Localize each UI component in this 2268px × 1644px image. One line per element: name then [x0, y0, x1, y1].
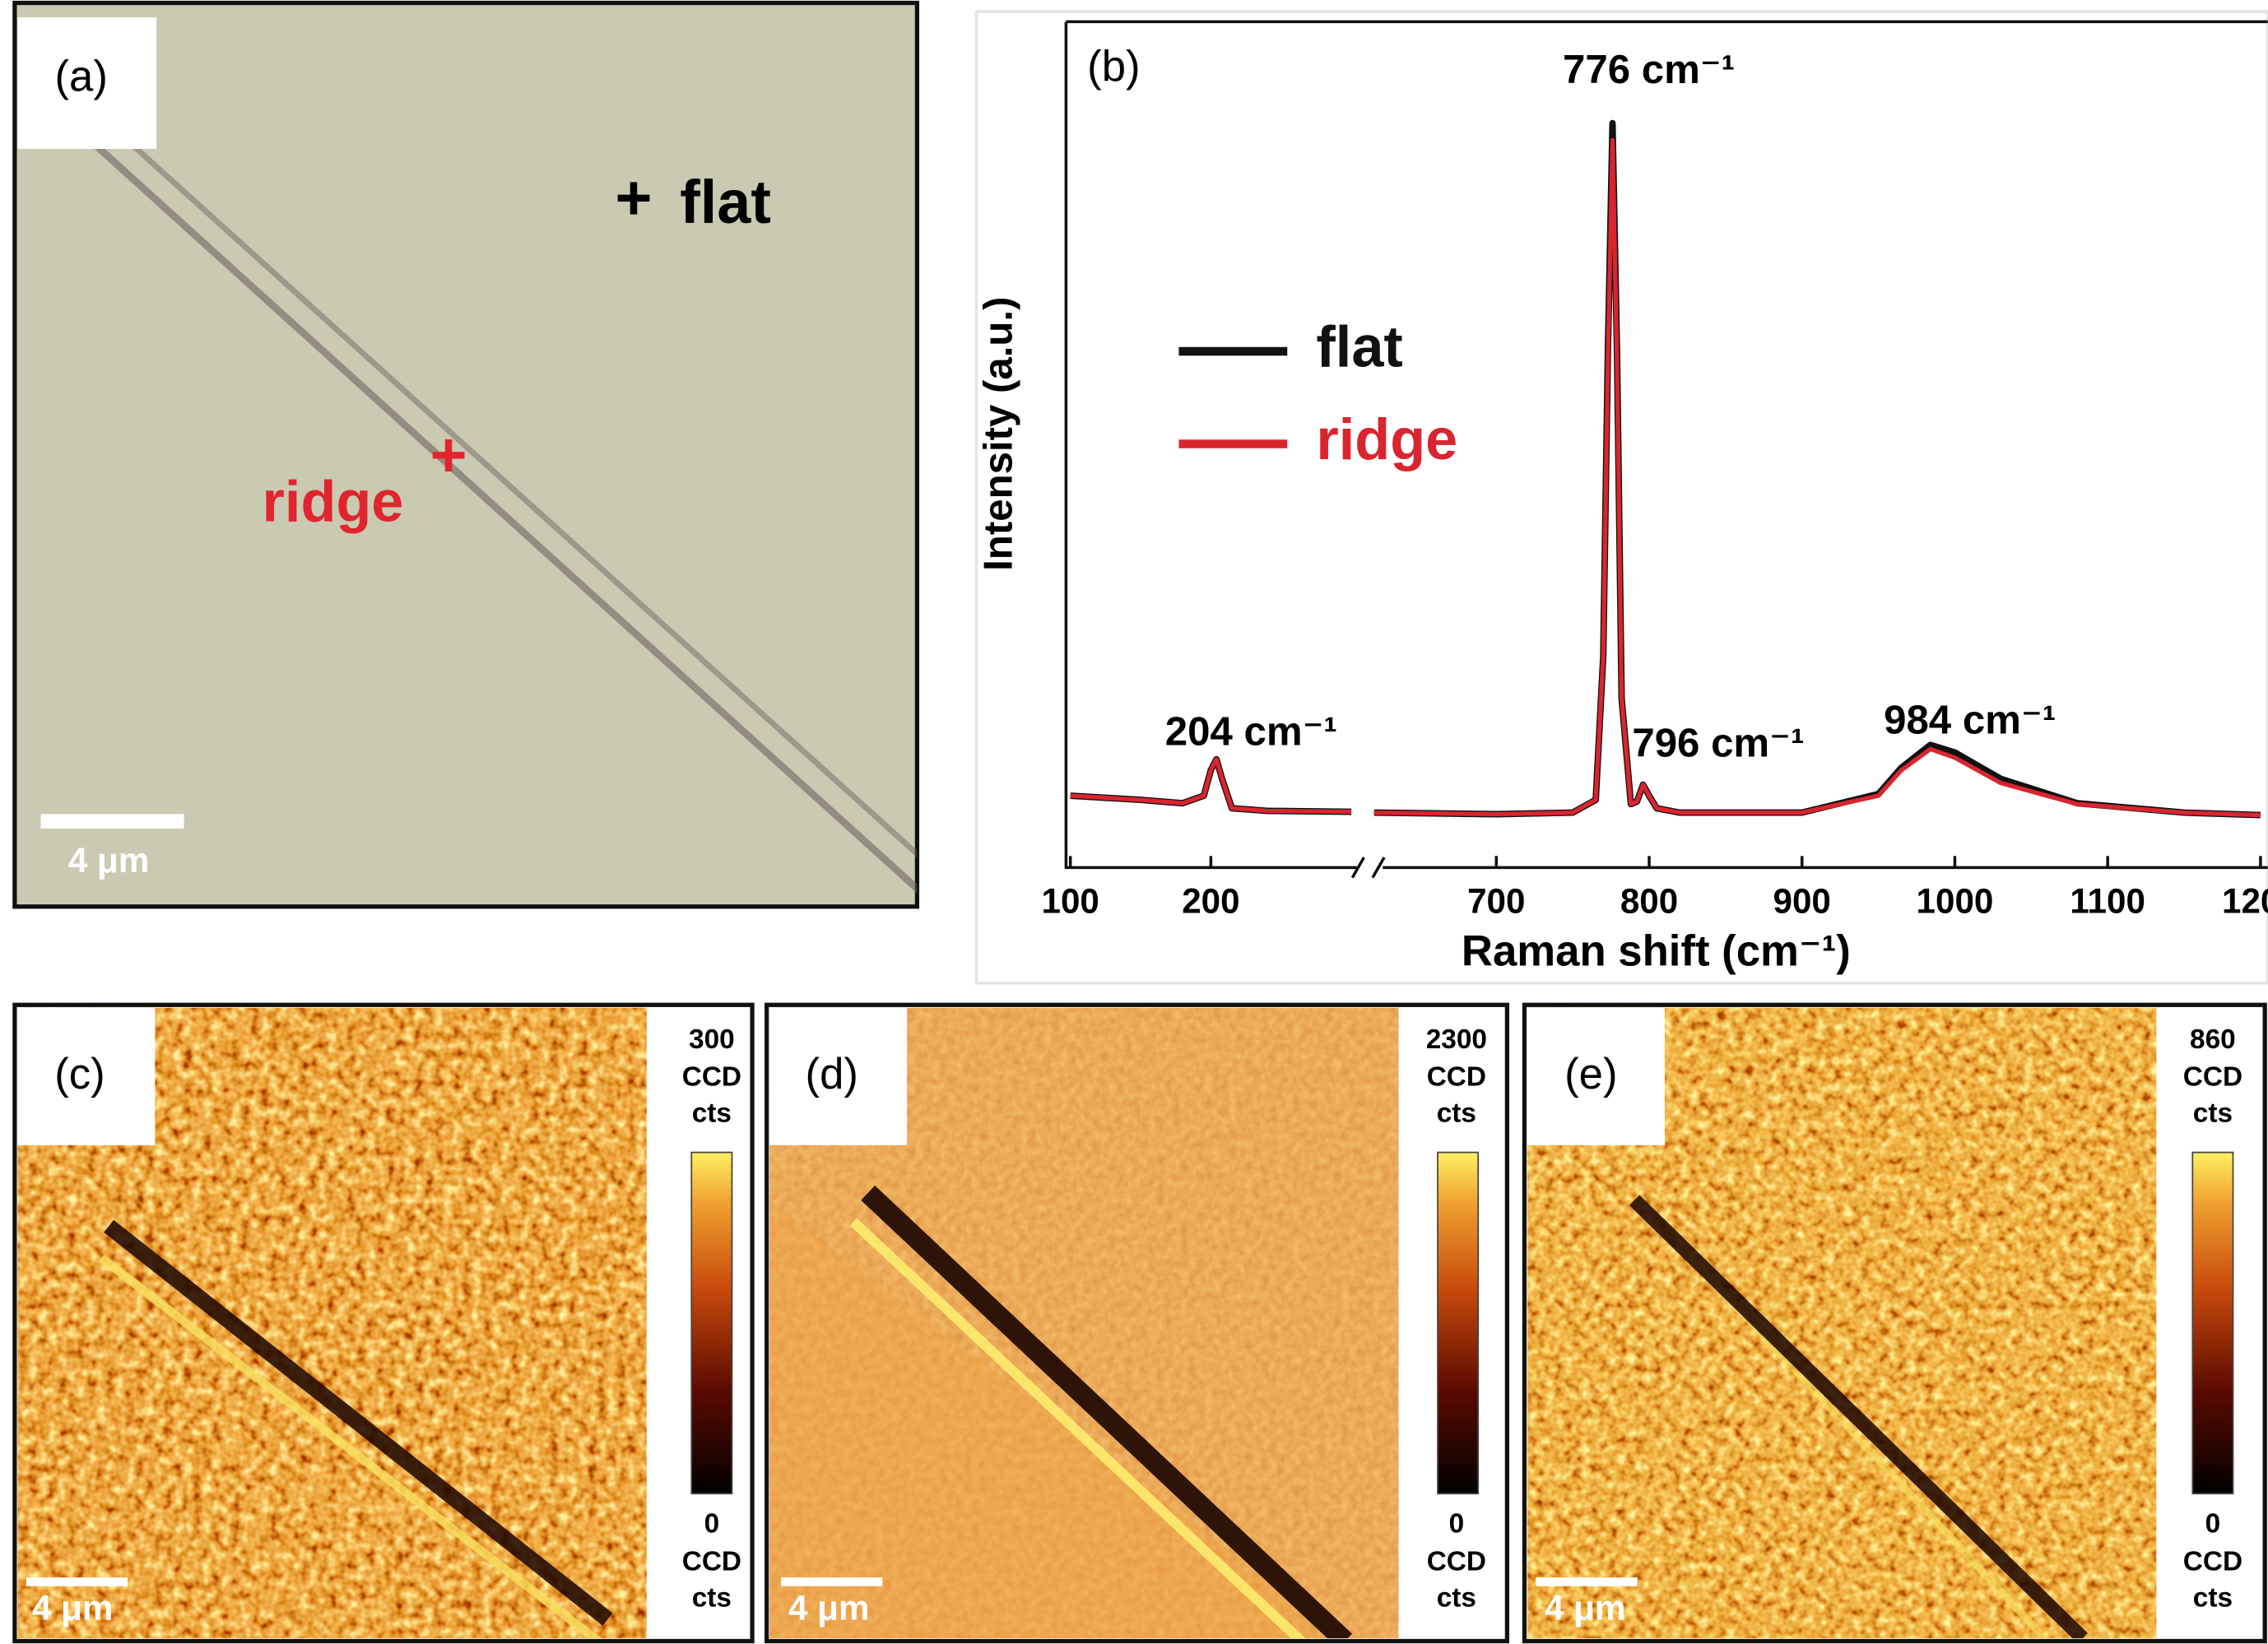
x-tick-label: 1100: [2070, 881, 2145, 920]
colorbar-unit: cts: [1437, 1582, 1476, 1613]
colorbar-unit: cts: [1437, 1098, 1476, 1129]
colorbar: [1437, 1151, 1480, 1495]
label-box: [17, 1007, 156, 1145]
scale-label: 4 μm: [68, 841, 149, 880]
colorbar-min: 0: [2205, 1509, 2221, 1540]
x-axis-title: Raman shift (cm⁻¹): [1462, 927, 1851, 976]
colorbar-unit: CCD: [682, 1062, 741, 1093]
ridge-edge: [84, 134, 918, 894]
panel-label: (a): [55, 53, 108, 101]
bright-edge: [849, 1218, 1306, 1638]
panel-label: (d): [806, 1050, 858, 1098]
colorbar-unit: CCD: [2183, 1546, 2242, 1577]
dark-edge: [861, 1185, 1352, 1638]
panel-label: (e): [1564, 1050, 1617, 1098]
label-box: [769, 1007, 908, 1145]
colorbar-max: 300: [689, 1024, 735, 1055]
x-tick-label: 100: [1042, 881, 1099, 920]
x-tick-label: 200: [1182, 881, 1239, 920]
colorbar: [2191, 1151, 2234, 1495]
x-tick-label: 1200: [2222, 881, 2268, 920]
colorbar-unit: cts: [692, 1098, 732, 1129]
label-box: [17, 17, 157, 149]
peak-annotation: 984 cm⁻¹: [1884, 698, 2056, 743]
y-axis-title: Intensity (a.u.): [975, 296, 1020, 570]
scale-bar: [781, 1577, 883, 1586]
scale-label: 4 μm: [32, 1589, 113, 1628]
panel-label: (b): [1087, 42, 1140, 91]
label-box: [1527, 1007, 1665, 1145]
panel-d: (d) 2300 CCD cts 0 CCD cts 4 μm: [765, 1002, 1510, 1644]
x-tick-label: 800: [1620, 881, 1678, 920]
scale-bar: [26, 1577, 128, 1586]
colorbar-max: 860: [2190, 1024, 2236, 1055]
panel-c: (c) 300 CCD cts 0 CCD cts 4 μm: [12, 1002, 755, 1644]
colorbar-unit: cts: [2193, 1098, 2233, 1129]
flat-marker: +: [615, 162, 652, 233]
x-tick-label: 700: [1467, 881, 1525, 920]
scale-label: 4 μm: [1545, 1589, 1625, 1628]
x-tick-label: 900: [1773, 881, 1831, 920]
axis-break: [1350, 857, 1386, 879]
colorbar-max: 2300: [1426, 1024, 1487, 1055]
colorbar-unit: CCD: [682, 1546, 741, 1577]
ridge-label: ridge: [263, 469, 404, 534]
colorbar: [690, 1151, 733, 1495]
panel-b: (b) Raman shift (cm⁻¹) Intensity (a.u.) …: [974, 10, 2268, 985]
colorbar-unit: CCD: [1427, 1546, 1486, 1577]
panel-a: (a) + flat + ridge 4 μm: [12, 0, 920, 909]
flat-label: flat: [680, 168, 771, 236]
legend-label: flat: [1316, 314, 1402, 379]
peak-annotation: 204 cm⁻¹: [1165, 709, 1337, 755]
panel-label: (c): [54, 1050, 105, 1098]
panel-e: (e) 860 CCD cts 0 CCD cts 4 μm: [1522, 1002, 2267, 1644]
scale-label: 4 μm: [788, 1589, 869, 1628]
ridge-lines: [84, 128, 918, 894]
colorbar-unit: cts: [692, 1582, 732, 1613]
colorbar-unit: cts: [2193, 1582, 2233, 1613]
dark-edge: [104, 1219, 613, 1626]
ridge-marker: +: [430, 420, 467, 490]
colorbar-min: 0: [704, 1509, 720, 1540]
scale-bar: [1536, 1577, 1638, 1586]
bright-edge: [99, 1254, 602, 1638]
scale-bar: [40, 814, 184, 829]
colorbar-unit: CCD: [1427, 1062, 1486, 1093]
dark-edge: [1629, 1195, 2088, 1638]
legend-label: ridge: [1316, 406, 1457, 471]
axis-frame: [1064, 20, 2268, 870]
ridge-edge: [114, 128, 918, 858]
peak-annotation: 776 cm⁻¹: [1563, 47, 1735, 92]
peak-annotation: 796 cm⁻¹: [1632, 721, 1804, 766]
colorbar-min: 0: [1449, 1509, 1465, 1540]
colorbar-unit: CCD: [2183, 1062, 2242, 1093]
spectrum-line: [1070, 137, 2261, 818]
x-tick-label: 1000: [1917, 881, 1994, 920]
